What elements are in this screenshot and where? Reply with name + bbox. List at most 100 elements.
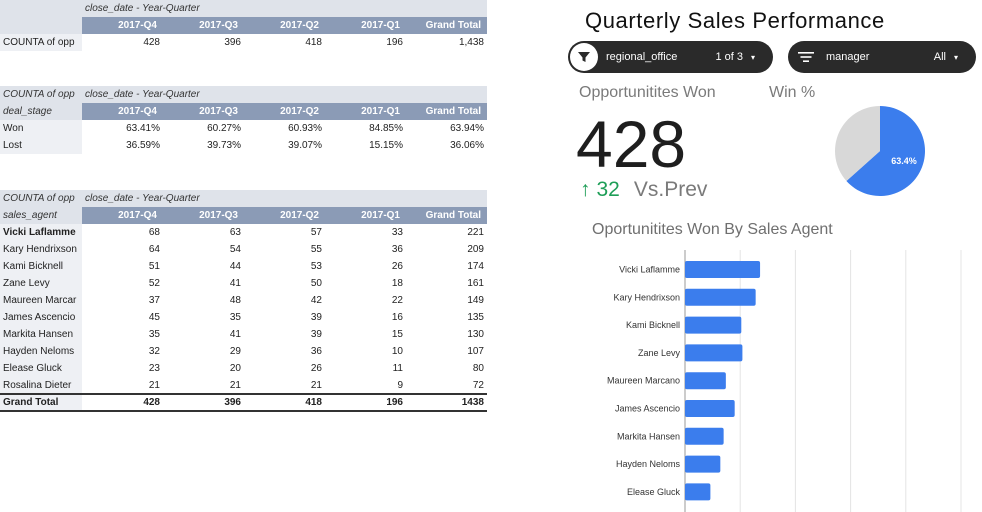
table-cell[interactable]: 41 (229, 278, 241, 289)
column-header[interactable]: 2017-Q1 (325, 17, 406, 34)
column-header[interactable]: 2017-Q4 (82, 103, 163, 120)
table-cell[interactable]: 26 (310, 363, 322, 374)
table-cell[interactable]: 39 (310, 329, 322, 340)
table-cell[interactable]: 209 (467, 244, 484, 255)
table-cell[interactable]: 35 (148, 329, 160, 340)
table-cell[interactable]: 22 (391, 295, 403, 306)
table-cell[interactable]: 23 (148, 363, 160, 374)
table-cell[interactable]: 42 (310, 295, 322, 306)
bar[interactable] (685, 427, 724, 445)
manager-filter[interactable]: manager All ▾ (788, 41, 976, 73)
column-header[interactable]: 2017-Q2 (244, 207, 325, 224)
column-header[interactable]: 2017-Q3 (163, 103, 244, 120)
column-header[interactable]: 2017-Q3 (163, 207, 244, 224)
table-cell[interactable]: 9 (397, 379, 403, 391)
table-cell[interactable]: 39.07% (288, 140, 322, 151)
column-header[interactable]: 2017-Q3 (163, 17, 244, 34)
table-cell[interactable]: 107 (467, 346, 484, 357)
table-cell[interactable]: 63.41% (126, 123, 160, 134)
table-cell[interactable]: 41 (229, 329, 241, 340)
table-cell[interactable]: 161 (467, 278, 484, 289)
table-cell[interactable]: 54 (229, 244, 241, 255)
table-cell[interactable]: 396 (163, 393, 244, 412)
column-header[interactable]: 2017-Q1 (325, 103, 406, 120)
column-header[interactable]: 2017-Q4 (82, 207, 163, 224)
table-cell[interactable]: 68 (148, 227, 160, 238)
table-cell[interactable]: 418 (305, 37, 322, 48)
kpi-delta-value: 32 (596, 178, 620, 201)
table-cell[interactable]: 50 (310, 278, 322, 289)
column-header[interactable]: Grand Total (406, 103, 487, 120)
table-cell[interactable]: 36.59% (126, 140, 160, 151)
table-cell[interactable]: 39 (310, 312, 322, 323)
table-cell[interactable]: 428 (82, 393, 163, 412)
table-cell[interactable]: 221 (467, 227, 484, 238)
table-cell[interactable]: 1,438 (458, 37, 484, 48)
bar[interactable] (685, 344, 743, 362)
column-header[interactable]: 2017-Q2 (244, 17, 325, 34)
table-cell[interactable]: 60.93% (288, 123, 322, 134)
table-cell[interactable]: 36.06% (450, 140, 484, 151)
column-header[interactable]: Grand Total (406, 207, 487, 224)
bar[interactable] (685, 288, 756, 306)
column-header[interactable]: Grand Total (406, 17, 487, 34)
table-cell[interactable]: 44 (229, 261, 241, 272)
bar[interactable] (685, 400, 735, 417)
pie-slice[interactable] (835, 106, 880, 181)
table-cell[interactable]: 32 (148, 346, 160, 357)
table-cell[interactable]: 396 (224, 37, 241, 48)
table-cell[interactable]: 51 (148, 261, 160, 272)
table-cell[interactable]: 16 (391, 312, 403, 323)
table-cell[interactable]: 21 (148, 379, 160, 391)
table-cell[interactable]: 80 (472, 363, 484, 374)
table-cell[interactable]: 21 (310, 379, 322, 391)
bar[interactable] (685, 372, 726, 390)
table-cell[interactable]: 20 (229, 363, 241, 374)
table-cell[interactable]: 52 (148, 278, 160, 289)
table-cell[interactable]: 428 (143, 37, 160, 48)
table-cell[interactable]: 26 (391, 261, 403, 272)
table-cell[interactable]: 15 (391, 329, 403, 340)
table-cell[interactable]: 48 (229, 295, 241, 306)
table-cell[interactable]: 64 (148, 244, 160, 255)
pie-slice[interactable] (846, 106, 925, 196)
table-cell[interactable]: 1438 (406, 393, 487, 412)
table-cell[interactable]: 72 (472, 379, 484, 391)
table-cell[interactable]: 63 (229, 227, 241, 238)
table-cell[interactable]: 174 (467, 261, 484, 272)
table-cell[interactable]: 53 (310, 261, 322, 272)
table-cell[interactable]: 55 (310, 244, 322, 255)
table-cell[interactable]: 36 (391, 244, 403, 255)
column-header[interactable]: 2017-Q4 (82, 17, 163, 34)
regional-office-filter[interactable]: regional_office 1 of 3 ▾ (568, 41, 773, 73)
table-cell[interactable]: 84.85% (369, 123, 403, 134)
table-cell[interactable]: 63.94% (450, 123, 484, 134)
column-header[interactable]: 2017-Q2 (244, 103, 325, 120)
table-cell[interactable]: 35 (229, 312, 241, 323)
table-cell[interactable]: 21 (229, 379, 241, 391)
table-cell[interactable]: 37 (148, 295, 160, 306)
table-cell[interactable]: 135 (467, 312, 484, 323)
bar[interactable] (685, 261, 761, 278)
table-cell[interactable]: 418 (244, 393, 325, 412)
row-label: Vicki Laflamme (0, 224, 82, 241)
table-cell[interactable]: 60.27% (207, 123, 241, 134)
table-cell[interactable]: 36 (310, 346, 322, 357)
bar[interactable] (685, 483, 711, 501)
table-cell[interactable]: 57 (310, 227, 322, 238)
table-cell[interactable]: 39.73% (207, 140, 241, 151)
table-cell[interactable]: 149 (467, 295, 484, 306)
bar[interactable] (685, 455, 721, 473)
table-cell[interactable]: 196 (325, 393, 406, 412)
table-cell[interactable]: 11 (392, 363, 403, 374)
table-cell[interactable]: 33 (391, 227, 403, 238)
table-cell[interactable]: 18 (391, 278, 403, 289)
bar[interactable] (685, 316, 742, 334)
table-cell[interactable]: 196 (386, 37, 403, 48)
table-cell[interactable]: 29 (229, 346, 241, 357)
table-cell[interactable]: 130 (467, 329, 484, 340)
table-cell[interactable]: 10 (391, 346, 403, 357)
table-cell[interactable]: 45 (148, 312, 160, 323)
column-header[interactable]: 2017-Q1 (325, 207, 406, 224)
table-cell[interactable]: 15.15% (369, 140, 403, 151)
